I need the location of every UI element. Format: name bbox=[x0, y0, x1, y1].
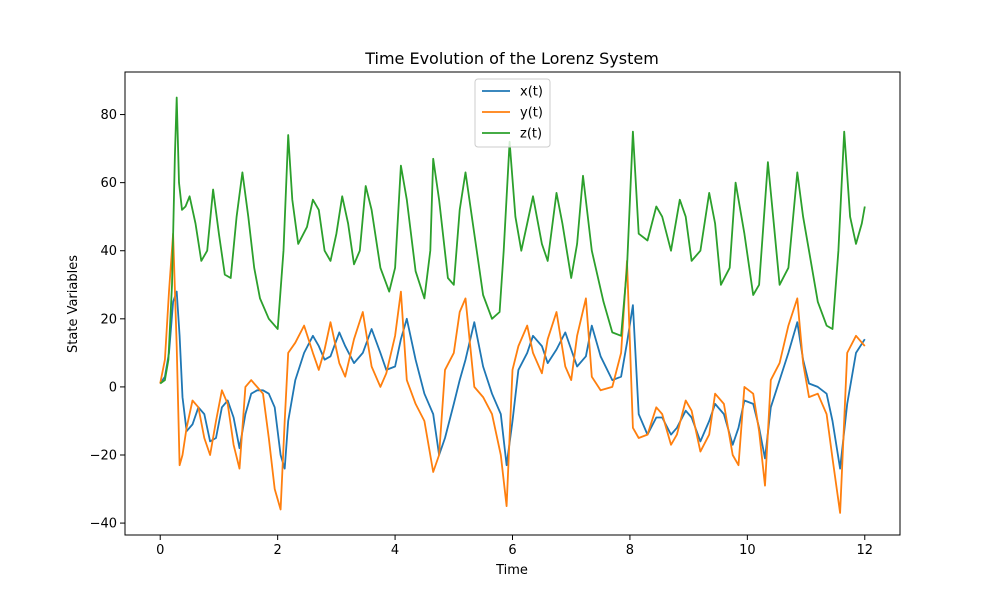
x-tick-label: 10 bbox=[739, 543, 756, 558]
legend-label-x: x(t) bbox=[520, 85, 543, 100]
y-tick-label: 60 bbox=[100, 176, 117, 191]
legend-label-z: z(t) bbox=[520, 127, 542, 142]
legend: x(t) y(t) z(t) bbox=[474, 78, 551, 148]
x-tick-label: 0 bbox=[156, 543, 164, 558]
legend-label-y: y(t) bbox=[520, 106, 543, 121]
x-tick-label: 6 bbox=[508, 543, 516, 558]
x-axis-label: Time bbox=[495, 563, 528, 578]
x-tick-label: 2 bbox=[274, 543, 282, 558]
series-line-z bbox=[159, 96, 866, 385]
y-tick-label: 20 bbox=[100, 312, 117, 327]
y-tick-label: 0 bbox=[109, 380, 117, 395]
x-tick-label: 8 bbox=[626, 543, 634, 558]
legend-box bbox=[474, 78, 551, 148]
x-axis: 0 2 4 6 8 10 12 bbox=[156, 535, 873, 558]
series-line-y bbox=[159, 232, 866, 514]
y-axis: −40 −20 0 20 40 60 80 bbox=[90, 108, 125, 532]
plot-content bbox=[159, 96, 866, 514]
y-tick-label: −20 bbox=[90, 448, 117, 463]
x-tick-label: 4 bbox=[391, 543, 399, 558]
y-tick-label: −40 bbox=[90, 517, 117, 532]
legend-items: x(t) y(t) z(t) bbox=[482, 85, 543, 142]
y-tick-label: 40 bbox=[100, 244, 117, 259]
x-tick-label: 12 bbox=[856, 543, 873, 558]
y-tick-label: 80 bbox=[100, 108, 117, 123]
chart-title: Time Evolution of the Lorenz System bbox=[364, 49, 659, 68]
y-axis-label: State Variables bbox=[66, 255, 81, 353]
series-line-x bbox=[159, 290, 866, 470]
